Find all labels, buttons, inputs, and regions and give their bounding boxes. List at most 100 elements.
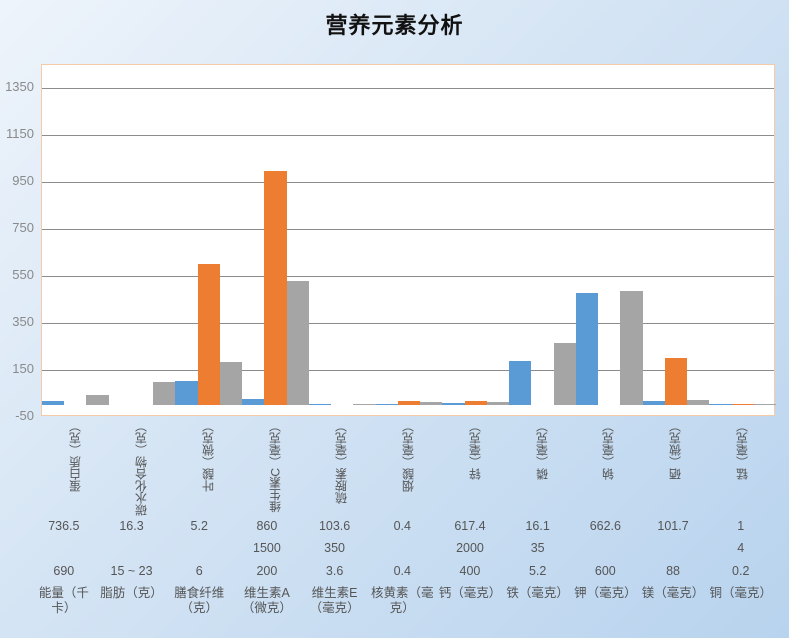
- table-cell: [368, 541, 436, 555]
- table-cell: 维生素A（微克）: [241, 586, 292, 615]
- table-cell: 101.7: [657, 519, 689, 533]
- bar: [86, 394, 109, 406]
- table-cell: [165, 541, 233, 555]
- gridline: [42, 182, 774, 184]
- x-category-label: 碳水化合物（克）: [134, 420, 149, 516]
- table-cell: [639, 541, 707, 555]
- table-cell: 0.4: [393, 519, 411, 533]
- table-cell: 铜（毫克）: [709, 586, 772, 600]
- table-cell: 膳食纤维（克）: [174, 586, 225, 615]
- table-cell: 维生素E（毫克）: [309, 586, 360, 615]
- x-category-label: 维生素C（毫克）: [268, 420, 283, 513]
- x-category-label: 蛋白质（克）: [68, 420, 82, 492]
- bar: [175, 381, 198, 406]
- bar: [308, 404, 332, 406]
- bar: [642, 401, 665, 406]
- y-tick-label: 350: [12, 314, 34, 330]
- bar: [664, 358, 688, 406]
- bar: [553, 343, 576, 406]
- bar: [420, 402, 443, 406]
- table-cell: 铁（毫克）: [506, 586, 569, 600]
- bar: [464, 401, 487, 406]
- table-row-1: 736.5 16.3 5.2 860 103.6 0.4 617.4 16.1 662.6 101…: [30, 519, 775, 533]
- y-tick-label: 1350: [5, 79, 34, 95]
- table-row-2: 1500 350 2000 35 4: [30, 541, 775, 555]
- table-cell: 3.6: [325, 564, 344, 578]
- table-cell: 4: [737, 541, 745, 555]
- x-category-label: 叶酸（微克）: [201, 420, 216, 492]
- bar: [242, 398, 265, 406]
- bar: [153, 382, 176, 406]
- table-cell: 103.6: [318, 519, 351, 533]
- bar: [42, 401, 65, 406]
- bar: [753, 403, 776, 406]
- table-cell: 690: [53, 564, 75, 578]
- x-category-label: 硒（微克）: [668, 420, 683, 480]
- table-cell: 能量（千卡）: [38, 586, 89, 615]
- table-cell: 617.4: [454, 519, 486, 533]
- table-row-3: 690 15 ~ 23 6 200 3.6 0.4 400 5.2 600 88 0.2: [30, 564, 775, 578]
- y-tick-label: 550: [12, 267, 34, 283]
- table-cell: 350: [324, 541, 346, 555]
- table-cell: 200: [256, 564, 278, 578]
- table-cell: 核黄素（毫克）: [371, 586, 434, 615]
- table-cell: 镁（毫克）: [641, 586, 705, 600]
- table-cell: 15 ~ 23: [110, 564, 153, 578]
- table-cell: 662.6: [589, 519, 621, 533]
- table-cell: 0.4: [393, 564, 411, 578]
- table-cell: 16.1: [525, 519, 550, 533]
- x-category-label: 烟酸（毫克）: [401, 420, 416, 492]
- bar: [375, 404, 398, 406]
- table-cell: 736.5: [48, 519, 80, 533]
- table-cell: 400: [459, 564, 481, 578]
- bar: [286, 280, 309, 406]
- gridline: [42, 370, 774, 372]
- bar: [353, 404, 376, 406]
- bar: [264, 170, 287, 406]
- y-tick-label: -50: [15, 408, 34, 423]
- table-cell: [572, 541, 640, 555]
- bar: [687, 400, 710, 406]
- y-tick-label: 950: [12, 173, 34, 189]
- bar: [709, 404, 732, 406]
- bar: [197, 264, 220, 406]
- y-tick-label: 750: [12, 220, 34, 236]
- gridline: [42, 135, 774, 137]
- table-cell: 1500: [253, 541, 281, 555]
- x-category-label: 钠（毫克）: [601, 420, 616, 480]
- bar: [486, 402, 510, 406]
- bar: [442, 403, 465, 406]
- table-cell: 钙（毫克）: [438, 586, 502, 600]
- table-cell: 2000: [456, 541, 484, 555]
- gridline: [42, 88, 774, 90]
- table-cell: 钾（毫克）: [574, 586, 637, 600]
- table-cell: 0.2: [732, 564, 750, 578]
- table-cell: 6: [195, 564, 203, 578]
- bar: [397, 401, 421, 406]
- x-category-label: 硫胺素（毫克）: [334, 420, 349, 504]
- table-cell: 1: [737, 519, 745, 533]
- bar: [620, 290, 643, 406]
- table-cell: 35: [530, 541, 545, 555]
- table-cell: 脂肪（克）: [100, 586, 163, 600]
- table-cell: 5.2: [528, 564, 547, 578]
- x-category-label: 磷（毫克）: [535, 420, 550, 480]
- table-cell: 600: [594, 564, 616, 578]
- bar: [731, 404, 754, 406]
- table-cell: 5.2: [190, 519, 208, 533]
- x-category-label: 锰（毫克）: [735, 420, 750, 480]
- gridline: [42, 229, 774, 231]
- table-cell: 860: [256, 519, 278, 533]
- y-tick-label: 150: [12, 361, 34, 377]
- bar: [575, 292, 599, 406]
- table-cell: [98, 541, 166, 555]
- gridline: [42, 323, 774, 325]
- bar: [219, 361, 243, 406]
- y-tick-label: 1150: [6, 126, 34, 142]
- plot-area: [41, 64, 776, 416]
- chart-title: 营养元素分析: [325, 13, 464, 39]
- table-cell: [30, 541, 98, 555]
- table-cell: 88: [666, 564, 680, 578]
- gridline: [42, 276, 774, 278]
- table-cell: 16.3: [119, 519, 144, 533]
